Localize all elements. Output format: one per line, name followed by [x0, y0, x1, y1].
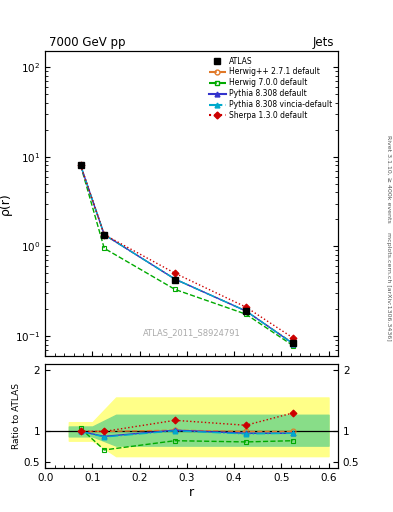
X-axis label: r: r [189, 486, 194, 499]
Text: 7000 GeV pp: 7000 GeV pp [49, 36, 126, 49]
Y-axis label: Ratio to ATLAS: Ratio to ATLAS [12, 383, 21, 449]
Text: Rivet 3.1.10, ≥ 400k events: Rivet 3.1.10, ≥ 400k events [386, 135, 391, 223]
Text: ATLAS_2011_S8924791: ATLAS_2011_S8924791 [143, 329, 241, 337]
Y-axis label: ρ(r): ρ(r) [0, 192, 12, 215]
Text: Jets: Jets [312, 36, 334, 49]
Legend: ATLAS, Herwig++ 2.7.1 default, Herwig 7.0.0 default, Pythia 8.308 default, Pythi: ATLAS, Herwig++ 2.7.1 default, Herwig 7.… [207, 55, 334, 122]
Text: mcplots.cern.ch [arXiv:1306.3436]: mcplots.cern.ch [arXiv:1306.3436] [386, 232, 391, 341]
